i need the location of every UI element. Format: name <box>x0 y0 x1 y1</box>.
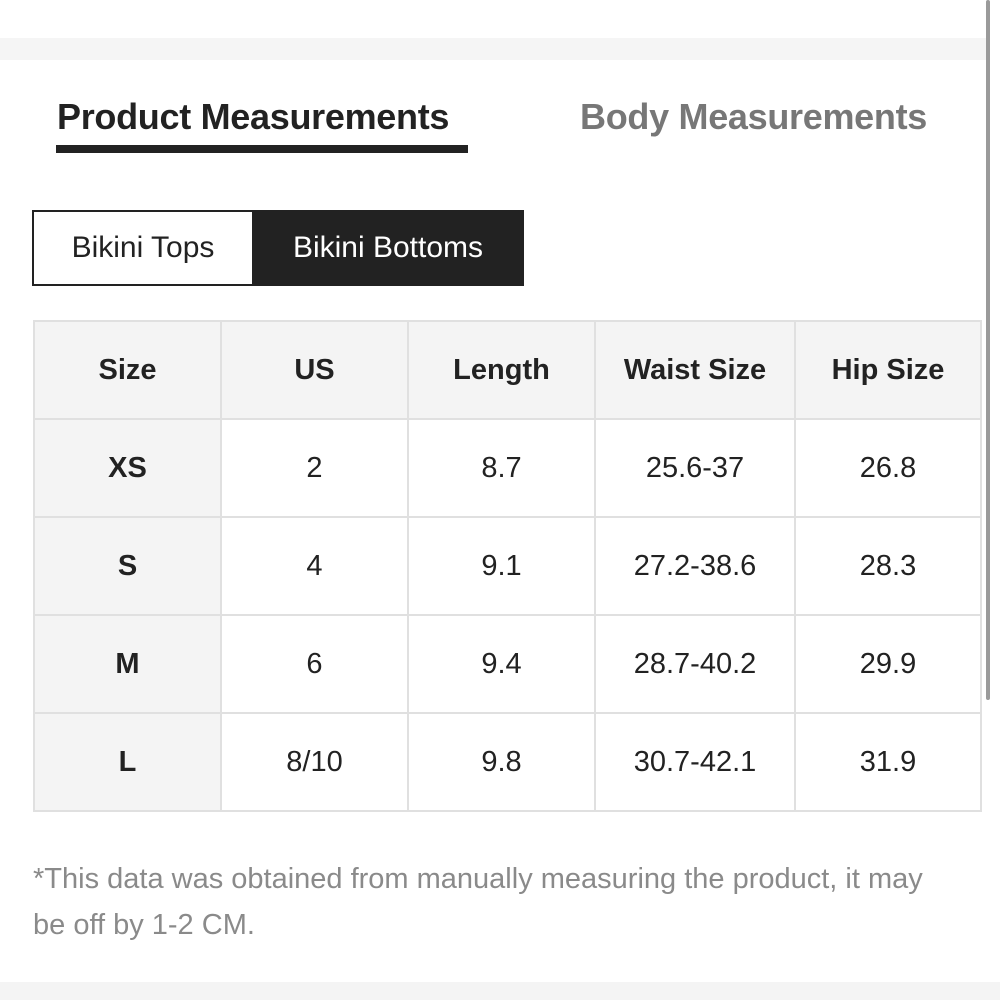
table-header-row: Size US Length Waist Size Hip Size <box>33 320 982 420</box>
cell-size: M <box>33 614 222 714</box>
cell-hip-size: 29.9 <box>794 614 982 714</box>
section-divider <box>0 38 990 60</box>
section-divider-bottom <box>0 982 1000 1000</box>
cell-waist-size: 27.2-38.6 <box>594 516 796 616</box>
header-hip-size: Hip Size <box>794 320 982 420</box>
bikini-bottoms-button[interactable]: Bikini Bottoms <box>252 210 524 286</box>
cell-hip-size: 31.9 <box>794 712 982 812</box>
cell-length: 9.4 <box>407 614 596 714</box>
cell-us: 4 <box>220 516 409 616</box>
table-row: L 8/10 9.8 30.7-42.1 31.9 <box>33 712 982 812</box>
cell-length: 8.7 <box>407 418 596 518</box>
size-chart-table: Size US Length Waist Size Hip Size XS 2 8.… <box>33 320 982 812</box>
cell-us: 8/10 <box>220 712 409 812</box>
tab-product-measurements[interactable]: Product Measurements <box>57 96 450 137</box>
cell-waist-size: 25.6-37 <box>594 418 796 518</box>
cell-waist-size: 28.7-40.2 <box>594 614 796 714</box>
cell-hip-size: 28.3 <box>794 516 982 616</box>
table-row: XS 2 8.7 25.6-37 26.8 <box>33 418 982 518</box>
active-tab-indicator <box>56 145 468 153</box>
table-row: M 6 9.4 28.7-40.2 29.9 <box>33 614 982 714</box>
bikini-tops-button[interactable]: Bikini Tops <box>32 210 254 286</box>
measurement-note: *This data was obtained from manually me… <box>33 863 923 941</box>
header-size: Size <box>33 320 222 420</box>
cell-size: L <box>33 712 222 812</box>
header-waist-size: Waist Size <box>594 320 796 420</box>
table-row: S 4 9.1 27.2-38.6 28.3 <box>33 516 982 616</box>
cell-size: S <box>33 516 222 616</box>
cell-length: 9.8 <box>407 712 596 812</box>
header-length: Length <box>407 320 596 420</box>
tab-body-measurements[interactable]: Body Measurements <box>580 96 928 137</box>
scrollbar[interactable] <box>986 0 990 700</box>
cell-hip-size: 26.8 <box>794 418 982 518</box>
cell-us: 6 <box>220 614 409 714</box>
cell-us: 2 <box>220 418 409 518</box>
cell-waist-size: 30.7-42.1 <box>594 712 796 812</box>
cell-size: XS <box>33 418 222 518</box>
cell-length: 9.1 <box>407 516 596 616</box>
header-us: US <box>220 320 409 420</box>
